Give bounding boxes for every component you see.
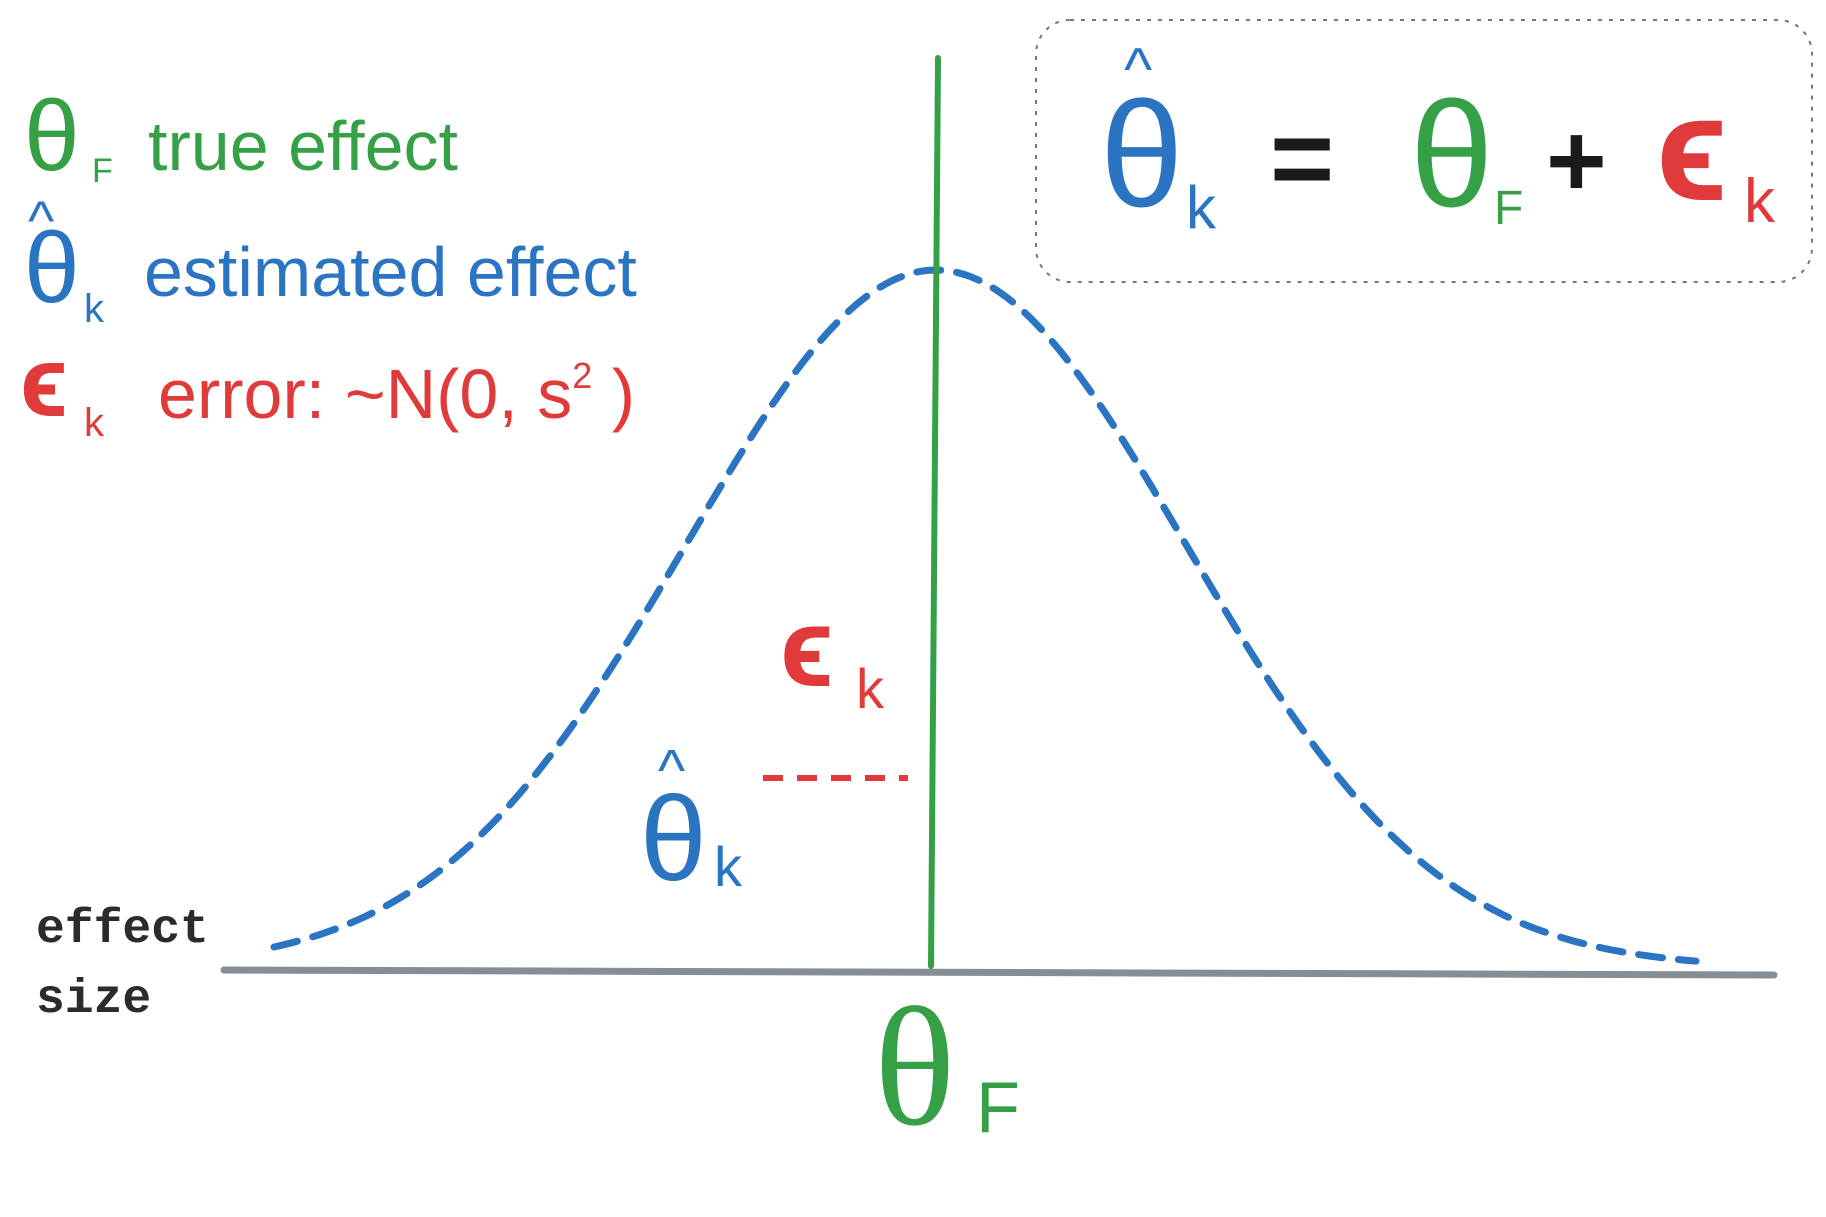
estimated-effect-label: estimated effect xyxy=(144,233,637,311)
equation-theta-hat-symbol: θ xyxy=(1100,70,1183,238)
epsilon-annotation: ϵ k xyxy=(780,585,885,720)
error-label-superscript: 2 xyxy=(572,355,592,396)
equation-theta-f-symbol: θ xyxy=(1410,70,1493,238)
annotation-epsilon-subscript: k xyxy=(856,657,885,720)
true-effect-line xyxy=(928,55,941,969)
axis-theta-f-symbol: θ xyxy=(874,973,955,1161)
true-effect-label: true effect xyxy=(148,107,458,185)
error-label: error: ~N(0, s2 ) xyxy=(158,355,635,433)
equation: ^ θ k = θ F + ϵ k xyxy=(1100,36,1776,241)
epsilon-symbol: ϵ xyxy=(20,326,68,438)
error-label-close: ) xyxy=(592,355,635,433)
equation-theta-f-subscript: F xyxy=(1494,182,1523,235)
legend-estimated-effect: ^ θ k estimated effect xyxy=(24,189,637,331)
error-label-main: error: ~N(0, s xyxy=(158,355,572,433)
theta-hat-subscript: k xyxy=(84,287,105,331)
annotation-theta-hat-symbol: θ xyxy=(640,772,707,906)
equation-theta-hat-hat: ^ xyxy=(1124,36,1152,103)
equation-plus: + xyxy=(1546,103,1607,219)
annotation-theta-hat-hat: ^ xyxy=(658,738,685,803)
axis-theta-f-subscript: F xyxy=(976,1068,1020,1148)
axis-label-line2: size xyxy=(36,973,151,1027)
effect-size-axis xyxy=(220,966,1778,979)
theta-f-symbol: θ xyxy=(24,80,80,192)
annotation-theta-hat-subscript: k xyxy=(714,835,743,898)
equation-theta-hat-subscript: k xyxy=(1186,174,1217,241)
theta-hat-symbol: θ xyxy=(24,212,80,324)
theta-hat-annotation: ^ θ k xyxy=(640,738,743,906)
axis-theta-f: θ F xyxy=(874,973,1020,1161)
epsilon-subscript: k xyxy=(84,401,105,445)
axis-label-line1: effect xyxy=(36,903,209,957)
theta-hat-hat: ^ xyxy=(28,189,54,252)
annotation-epsilon-symbol: ϵ xyxy=(780,585,834,710)
equation-equals: = xyxy=(1270,97,1334,220)
equation-box xyxy=(1035,19,1813,283)
equation-epsilon-symbol: ϵ xyxy=(1656,64,1728,232)
legend-error: ϵ k error: ~N(0, s2 ) xyxy=(20,326,635,445)
axis-label: effect size xyxy=(36,903,209,1027)
theta-f-subscript: F xyxy=(92,152,113,190)
legend-true-effect: θ F true effect xyxy=(24,80,458,192)
equation-epsilon-subscript: k xyxy=(1744,167,1776,236)
estimate-distribution-curve xyxy=(270,266,1700,965)
